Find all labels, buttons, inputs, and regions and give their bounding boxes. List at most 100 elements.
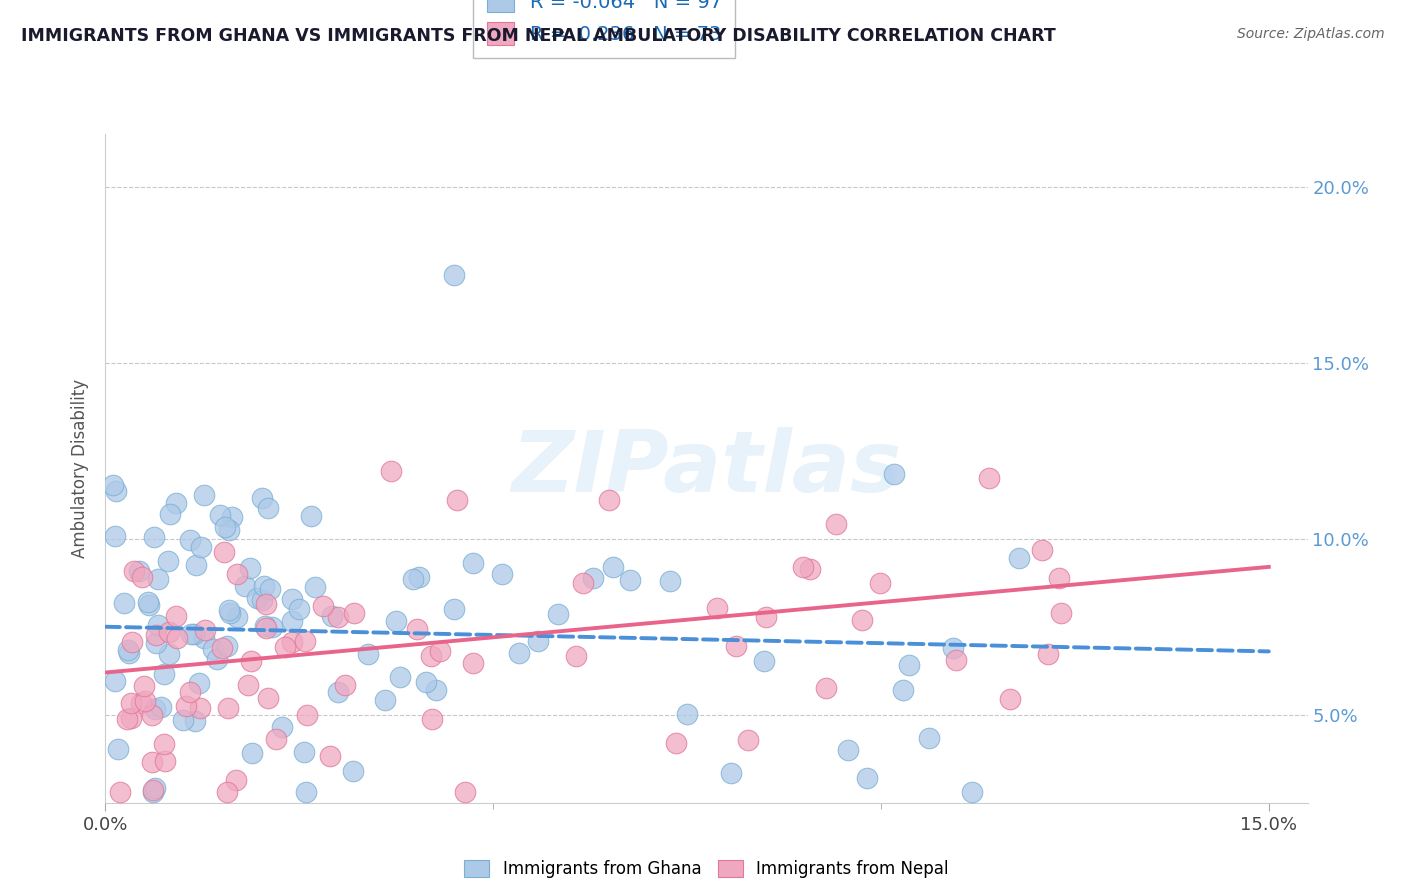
Point	[304, 580, 326, 594]
Point	[254, 597, 277, 611]
Point	[321, 609, 343, 624]
Point	[274, 640, 297, 655]
Point	[508, 646, 530, 660]
Point	[384, 614, 406, 628]
Point	[153, 737, 176, 751]
Point	[239, 654, 262, 668]
Point	[238, 561, 260, 575]
Point	[156, 554, 179, 568]
Point	[212, 545, 235, 559]
Point	[174, 699, 197, 714]
Point	[211, 641, 233, 656]
Point	[221, 509, 243, 524]
Point	[977, 471, 1000, 485]
Text: Source: ZipAtlas.com: Source: ZipAtlas.com	[1237, 27, 1385, 41]
Point	[280, 635, 302, 649]
Point	[463, 656, 485, 670]
Point	[184, 714, 207, 728]
Point	[799, 562, 821, 576]
Point	[380, 464, 402, 478]
Point	[408, 570, 430, 584]
Point	[401, 572, 423, 586]
Point	[179, 685, 201, 699]
Point	[103, 478, 125, 492]
Point	[138, 598, 160, 612]
Point	[1050, 607, 1073, 621]
Point	[145, 628, 167, 642]
Point	[246, 591, 269, 605]
Point	[209, 508, 232, 523]
Legend: Immigrants from Ghana, Immigrants from Nepal: Immigrants from Ghana, Immigrants from N…	[457, 854, 956, 885]
Point	[491, 567, 513, 582]
Point	[420, 649, 443, 664]
Point	[194, 623, 217, 637]
Point	[166, 631, 188, 645]
Point	[659, 574, 682, 589]
Point	[120, 696, 142, 710]
Point	[725, 640, 748, 654]
Point	[143, 702, 166, 716]
Point	[142, 783, 165, 797]
Point	[132, 679, 155, 693]
Point	[619, 573, 641, 587]
Point	[233, 579, 256, 593]
Point	[814, 681, 837, 696]
Point	[129, 696, 152, 710]
Point	[141, 708, 163, 723]
Point	[193, 488, 215, 502]
Point	[564, 649, 586, 664]
Point	[150, 699, 173, 714]
Point	[443, 602, 465, 616]
Point	[792, 560, 814, 574]
Point	[602, 560, 624, 574]
Point	[153, 667, 176, 681]
Point	[420, 712, 443, 726]
Point	[527, 633, 550, 648]
Point	[172, 713, 194, 727]
Point	[429, 644, 451, 658]
Point	[326, 685, 349, 699]
Point	[201, 642, 224, 657]
Point	[1031, 542, 1053, 557]
Point	[252, 592, 274, 607]
Point	[454, 785, 477, 799]
Point	[425, 683, 447, 698]
Point	[253, 579, 276, 593]
Point	[415, 674, 437, 689]
Point	[1000, 692, 1022, 706]
Point	[120, 711, 142, 725]
Point	[142, 530, 165, 544]
Point	[297, 707, 319, 722]
Point	[217, 640, 239, 654]
Point	[443, 268, 465, 282]
Point	[869, 576, 891, 591]
Point	[825, 517, 848, 532]
Point	[256, 690, 278, 705]
Point	[271, 720, 294, 734]
Point	[755, 610, 778, 624]
Point	[942, 641, 965, 656]
Point	[118, 646, 141, 660]
Point	[287, 602, 309, 616]
Point	[281, 614, 304, 628]
Point	[225, 773, 247, 788]
Point	[157, 625, 180, 640]
Point	[240, 746, 263, 760]
Point	[342, 764, 364, 778]
Point	[184, 558, 207, 573]
Point	[121, 635, 143, 649]
Point	[294, 634, 316, 648]
Point	[143, 780, 166, 795]
Point	[752, 654, 775, 668]
Point	[326, 610, 349, 624]
Text: IMMIGRANTS FROM GHANA VS IMMIGRANTS FROM NEPAL AMBULATORY DISABILITY CORRELATION: IMMIGRANTS FROM GHANA VS IMMIGRANTS FROM…	[21, 27, 1056, 45]
Point	[720, 765, 742, 780]
Point	[148, 572, 170, 586]
Point	[311, 599, 333, 613]
Point	[207, 652, 229, 666]
Point	[179, 533, 201, 547]
Point	[851, 613, 873, 627]
Point	[295, 785, 318, 799]
Point	[117, 642, 139, 657]
Point	[676, 707, 699, 722]
